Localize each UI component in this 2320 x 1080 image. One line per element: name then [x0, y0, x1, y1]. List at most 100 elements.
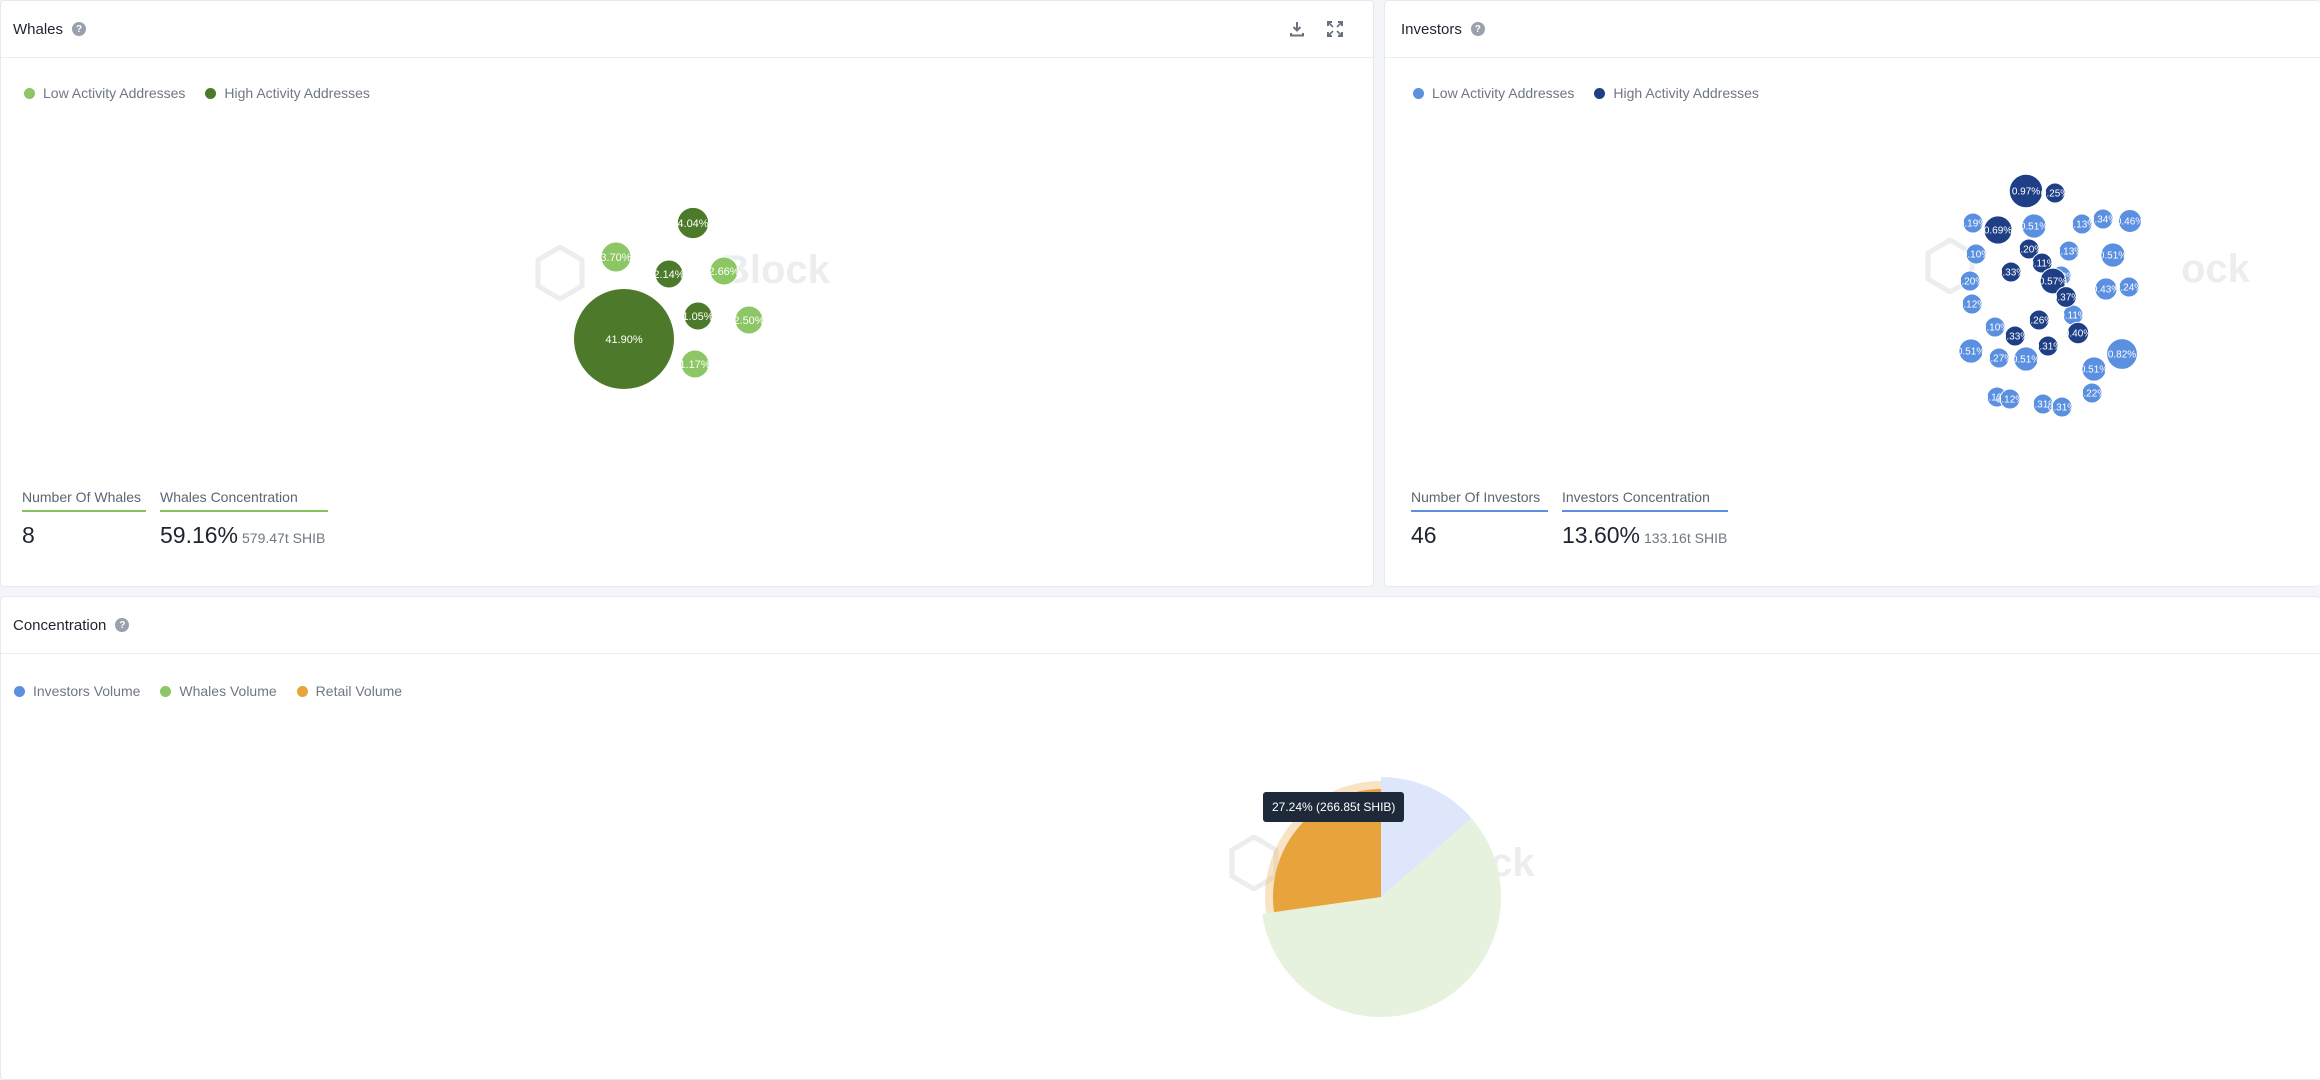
help-icon[interactable]: ?: [115, 618, 130, 632]
bubble[interactable]: 0.10%: [1962, 243, 1990, 265]
whales-header: Whales ?: [1, 1, 1373, 58]
bubble[interactable]: 0.51%: [2012, 346, 2040, 372]
chart-tooltip: 27.24% (266.85t SHIB): [1263, 792, 1405, 822]
bubble[interactable]: 0.11%: [2028, 252, 2056, 274]
bubble[interactable]: 0.51%: [2099, 242, 2127, 268]
whales-card: Whales ? Low Activity Addresses High Act…: [0, 0, 1374, 587]
bubble-label: 0.12%: [1996, 395, 2024, 406]
bubble[interactable]: 0.51%: [2020, 213, 2048, 239]
stat-value: 46: [1411, 522, 1437, 548]
bubble[interactable]: 2.50%: [733, 305, 765, 335]
bubble-mark: [1962, 212, 1984, 234]
bubble[interactable]: 0.26%: [2025, 309, 2053, 331]
bubble-mark: [2008, 173, 2044, 209]
bubble-label: 0.34%: [2089, 215, 2117, 226]
stat-investors-concentration: Investors Concentration 13.60% 133.16t SH…: [1562, 489, 1728, 549]
bubble[interactable]: 0.57%: [2039, 267, 2067, 295]
stat-number-of-investors: Number Of Investors 46: [1411, 489, 1548, 549]
bubble-mark: [2106, 338, 2138, 370]
bubble-mark: [683, 301, 713, 331]
bubble[interactable]: 0.24%: [2115, 276, 2143, 298]
bubble[interactable]: 0.33%: [2001, 325, 2029, 347]
bubble[interactable]: 3.70%: [600, 241, 632, 273]
bubble-mark: [1984, 316, 2006, 338]
bubble[interactable]: 1.05%: [682, 301, 714, 331]
legend-item[interactable]: Whales Volume: [160, 683, 277, 699]
bubble[interactable]: 4.04%: [676, 206, 710, 240]
legend-dot: [24, 87, 35, 99]
bubble-mark: [1961, 293, 1983, 315]
legend-item[interactable]: Low Activity Addresses: [1413, 85, 1574, 101]
investors-header: Investors ?: [1385, 1, 2320, 58]
bubble-label: 0.37%: [2052, 293, 2080, 304]
bubble-mark: [2094, 277, 2118, 301]
bubble-label: 0.20%: [2015, 245, 2043, 256]
bubble-label: 2.66%: [708, 266, 739, 278]
bubble[interactable]: 2.66%: [708, 256, 740, 286]
legend-item[interactable]: Low Activity Addresses: [24, 85, 185, 101]
bubble[interactable]: 0.69%: [1983, 215, 2013, 245]
stat-label: Whales Concentration: [160, 489, 328, 512]
legend-label: Retail Volume: [315, 683, 403, 699]
bubble[interactable]: 0.10%: [1981, 316, 2009, 338]
bubble[interactable]: 0.22%: [2078, 382, 2106, 404]
investors-legend: Low Activity Addresses High Activity Add…: [1413, 85, 1779, 101]
bubble[interactable]: 0.12%: [1996, 388, 2024, 410]
concentration-title: Concentration: [13, 616, 107, 634]
bubble-label: 1.05%: [682, 311, 713, 323]
pie-slice[interactable]: [1262, 818, 1501, 1017]
bubble[interactable]: 0.31%: [2034, 335, 2062, 357]
bubble-label: 0.13%: [2068, 220, 2096, 231]
bubble[interactable]: 0.12%: [1958, 293, 1986, 315]
legend-label: Low Activity Addresses: [1432, 85, 1575, 101]
bubble-label: 0.82%: [2108, 350, 2136, 361]
bubble[interactable]: 0.37%: [2052, 286, 2080, 308]
bubble-mark: [2066, 321, 2090, 345]
bubble-mark: [2055, 286, 2077, 308]
whales-stats: Number Of Whales 8 Whales Concentration …: [22, 489, 342, 549]
bubble[interactable]: 0.51%: [2080, 356, 2108, 382]
legend-item[interactable]: Retail Volume: [296, 683, 403, 699]
bubble[interactable]: 0.25%: [2041, 182, 2069, 204]
bubble[interactable]: 0.34%: [2089, 208, 2117, 230]
bubble[interactable]: 0.51%: [1957, 338, 1985, 364]
help-icon[interactable]: ?: [1470, 22, 1485, 36]
bubble-label: 0.25%: [2041, 189, 2069, 200]
help-icon[interactable]: ?: [72, 22, 87, 36]
bubble[interactable]: 0.97%: [2008, 173, 2044, 209]
bubble[interactable]: 0.20%: [1956, 270, 1984, 292]
legend-item[interactable]: High Activity Addresses: [205, 85, 370, 101]
bubble[interactable]: 0.20%: [2015, 238, 2043, 260]
download-icon[interactable]: [1287, 19, 1307, 39]
bubble[interactable]: 0.82%: [2106, 338, 2138, 370]
bubble[interactable]: 0.11%: [2059, 304, 2087, 326]
bubble[interactable]: 0.31%: [2048, 396, 2076, 418]
bubble[interactable]: 2.14%: [653, 259, 685, 289]
stat-whales-concentration: Whales Concentration 59.16% 579.47t SHIB: [160, 489, 328, 549]
fullscreen-icon[interactable]: [1325, 19, 1345, 39]
bubble-mark: [1983, 215, 2013, 245]
bubble[interactable]: 1.17%: [679, 349, 711, 379]
legend-item[interactable]: Investors Volume: [14, 683, 140, 699]
bubble-mark: [573, 288, 675, 390]
bubble-mark: [600, 241, 632, 273]
bubble-label: 0.10%: [1962, 250, 1990, 261]
bubble[interactable]: 41.90%: [573, 288, 675, 390]
legend-item[interactable]: High Activity Addresses: [1594, 85, 1759, 101]
stat-sub: 133.16t SHIB: [1644, 530, 1728, 546]
bubble[interactable]: 0.13%: [2055, 240, 2083, 262]
bubble-label: 2.50%: [733, 315, 764, 327]
bubble-mark: [2044, 182, 2066, 204]
stat-label: Number Of Whales: [22, 489, 146, 512]
investors-title: Investors: [1401, 20, 1462, 38]
bubble[interactable]: 0.27%: [1985, 347, 2013, 369]
bubble[interactable]: 0.13%: [2068, 213, 2096, 235]
bubble-label: 41.90%: [605, 334, 643, 346]
bubble-label: 0.26%: [2025, 316, 2053, 327]
bubble[interactable]: 0.43%: [2092, 277, 2120, 301]
bubble[interactable]: 0.19%: [1959, 212, 1987, 234]
bubble[interactable]: 0.40%: [2064, 321, 2092, 345]
bubble[interactable]: 0.33%: [1997, 261, 2025, 283]
bubble-label: 0.27%: [1985, 354, 2013, 365]
bubble[interactable]: 0.46%: [2116, 208, 2144, 234]
